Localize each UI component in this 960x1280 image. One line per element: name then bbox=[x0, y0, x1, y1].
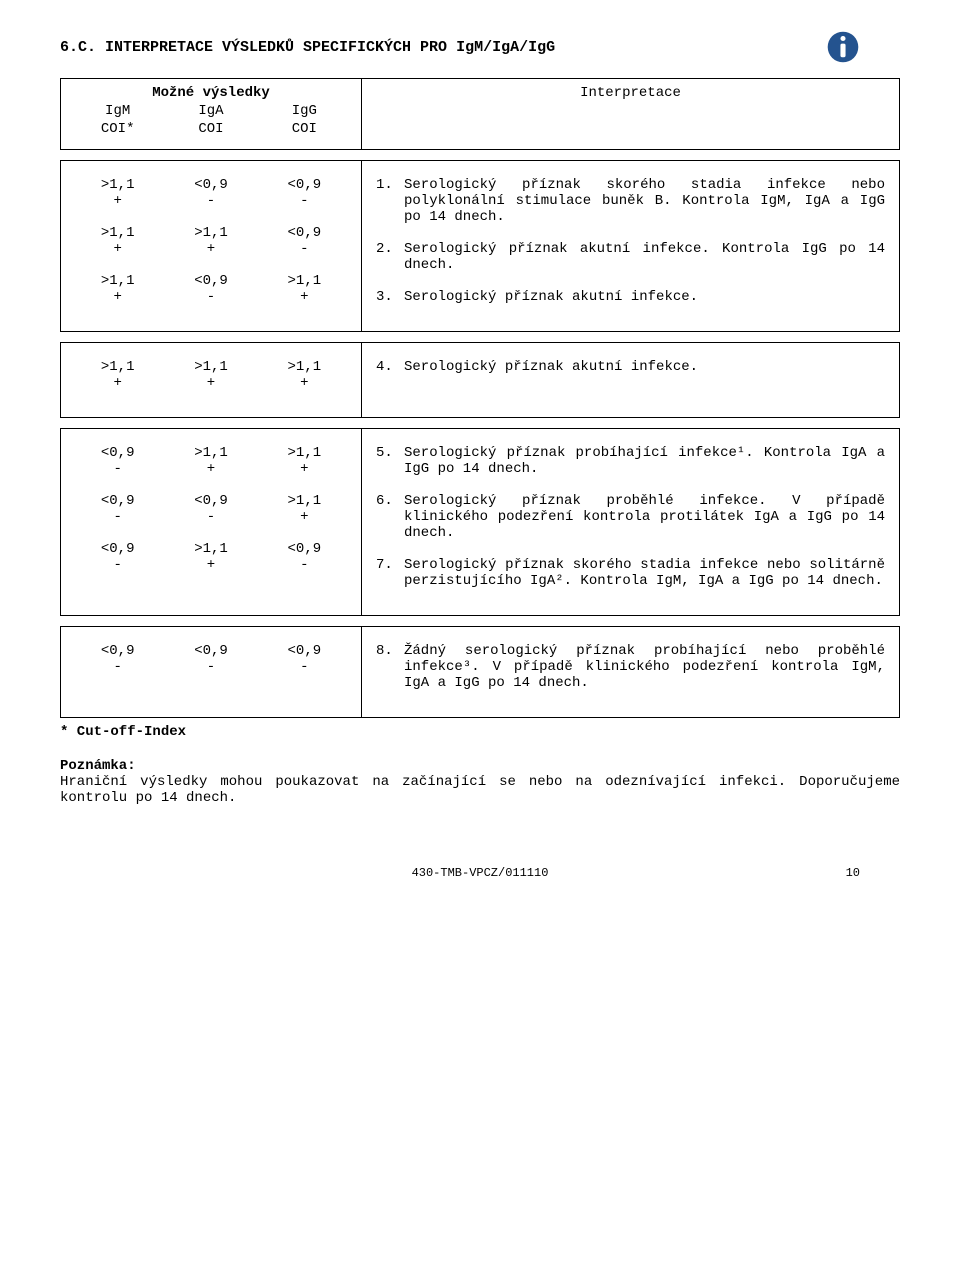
interpretation-table: Možné výsledkyIgMIgAIgGCOI*COICOIInterpr… bbox=[60, 78, 900, 718]
result-triplet: >1,1<0,9<0,9+-- bbox=[71, 177, 351, 209]
note-label: Poznámka: bbox=[60, 758, 136, 774]
footer-page-number: 10 bbox=[846, 866, 860, 880]
info-icon bbox=[826, 30, 860, 64]
interpretation-item: 2.Serologický příznak akutní infekce. Ko… bbox=[376, 241, 885, 273]
result-triplet: <0,9>1,1<0,9-+- bbox=[71, 541, 351, 573]
result-triplet: <0,9<0,9>1,1--+ bbox=[71, 493, 351, 525]
result-triplet: >1,1>1,1<0,9++- bbox=[71, 225, 351, 257]
interpretation-item: 6.Serologický příznak proběhlé infekce. … bbox=[376, 493, 885, 541]
interpretation-item: 8.Žádný serologický příznak probíhající … bbox=[376, 643, 885, 691]
note-text: Hraniční výsledky mohou poukazovat na za… bbox=[60, 774, 900, 806]
left-header-title: Možné výsledky bbox=[71, 85, 351, 101]
cutoff-note: * Cut-off-Index bbox=[60, 724, 900, 740]
interpretation-item: 4.Serologický příznak akutní infekce. bbox=[376, 359, 885, 375]
footer-code: 430-TMB-VPCZ/011110 bbox=[412, 866, 549, 880]
interpretation-item: 1.Serologický příznak skorého stadia inf… bbox=[376, 177, 885, 225]
result-triplet: >1,1>1,1>1,1+++ bbox=[71, 359, 351, 391]
interpretation-item: 7.Serologický příznak skorého stadia inf… bbox=[376, 557, 885, 589]
page-footer: 430-TMB-VPCZ/011110 10 bbox=[60, 866, 900, 880]
result-triplet: <0,9>1,1>1,1-++ bbox=[71, 445, 351, 477]
result-triplet: >1,1<0,9>1,1+-+ bbox=[71, 273, 351, 305]
interpretation-item: 3.Serologický příznak akutní infekce. bbox=[376, 289, 885, 305]
right-header: Interpretace bbox=[376, 85, 885, 101]
result-triplet: <0,9<0,9<0,9--- bbox=[71, 643, 351, 675]
interpretation-item: 5.Serologický příznak probíhající infekc… bbox=[376, 445, 885, 477]
section-heading: 6.C. INTERPRETACE VÝSLEDKŮ SPECIFICKÝCH … bbox=[60, 39, 826, 56]
